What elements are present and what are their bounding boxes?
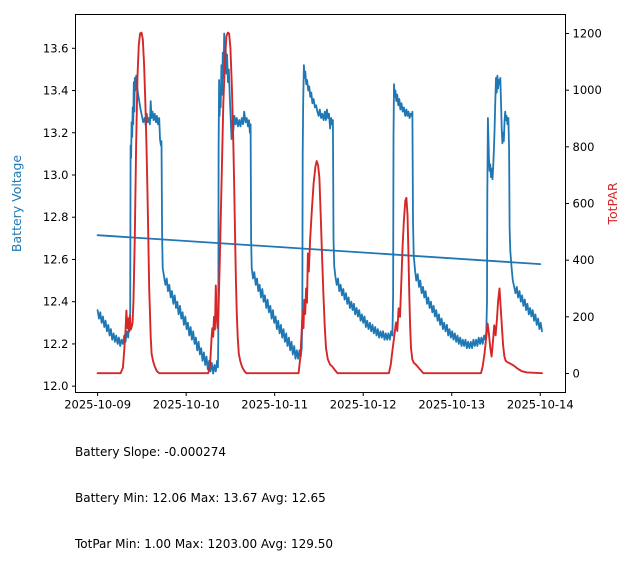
x-tick-label: 2025-10-12 [330, 398, 397, 412]
y-left-tick-label: 12.6 [43, 252, 69, 266]
y-left-tick-label: 12.0 [43, 379, 69, 393]
x-tick-label: 2025-10-13 [418, 398, 485, 412]
y-right-tick-label: 600 [573, 197, 595, 211]
y-left-tick-label: 13.0 [43, 168, 69, 182]
y-left-tick-label: 12.8 [43, 210, 69, 224]
y-right-tick-label: 1000 [573, 83, 602, 97]
y-right-tick-label: 200 [573, 310, 595, 324]
x-tick-label: 2025-10-10 [153, 398, 220, 412]
stat-line-totpar-minmax: TotPar Min: 1.00 Max: 1203.00 Avg: 129.5… [75, 537, 333, 552]
y-right-tick-label: 400 [573, 253, 595, 267]
y-right-tick-label: 1200 [573, 26, 602, 40]
chart-canvas: 2025-10-09 2025-10-10 2025-10-11 2025-10-12… [9, 14, 620, 412]
series-line-totpar [96, 31, 543, 375]
stat-line-battery-minmax: Battery Min: 12.06 Max: 13.67 Avg: 12.65 [75, 491, 326, 506]
stats-block: Battery Slope: -0.000274 Battery Min: 12… [75, 414, 333, 583]
y-left-tick-label: 12.2 [43, 337, 69, 351]
x-tick-label: 2025-10-14 [507, 398, 574, 412]
y-left-tick-label: 13.4 [43, 84, 69, 98]
plot-border [75, 14, 566, 393]
y-left-axis-title: Battery Voltage [9, 155, 24, 252]
y-left-tick-label: 12.4 [43, 295, 69, 309]
x-tick-label: 2025-10-09 [64, 398, 131, 412]
y-right-axis-title: TotPAR [605, 182, 620, 225]
stat-line-battery-slope: Battery Slope: -0.000274 [75, 444, 226, 459]
x-tick-label: 2025-10-11 [241, 398, 308, 412]
figure-root: 2025-10-09 2025-10-10 2025-10-11 2025-10-12… [9, 14, 620, 552]
y-right-tick-label: 0 [573, 367, 580, 381]
y-left-tick-label: 13.2 [43, 126, 69, 140]
series-group [96, 31, 543, 375]
y-right-tick-label: 800 [573, 140, 595, 154]
y-left-tick-label: 13.6 [43, 41, 69, 55]
series-line-battery-trend [96, 234, 542, 266]
series-line-battery-voltage [96, 32, 543, 375]
